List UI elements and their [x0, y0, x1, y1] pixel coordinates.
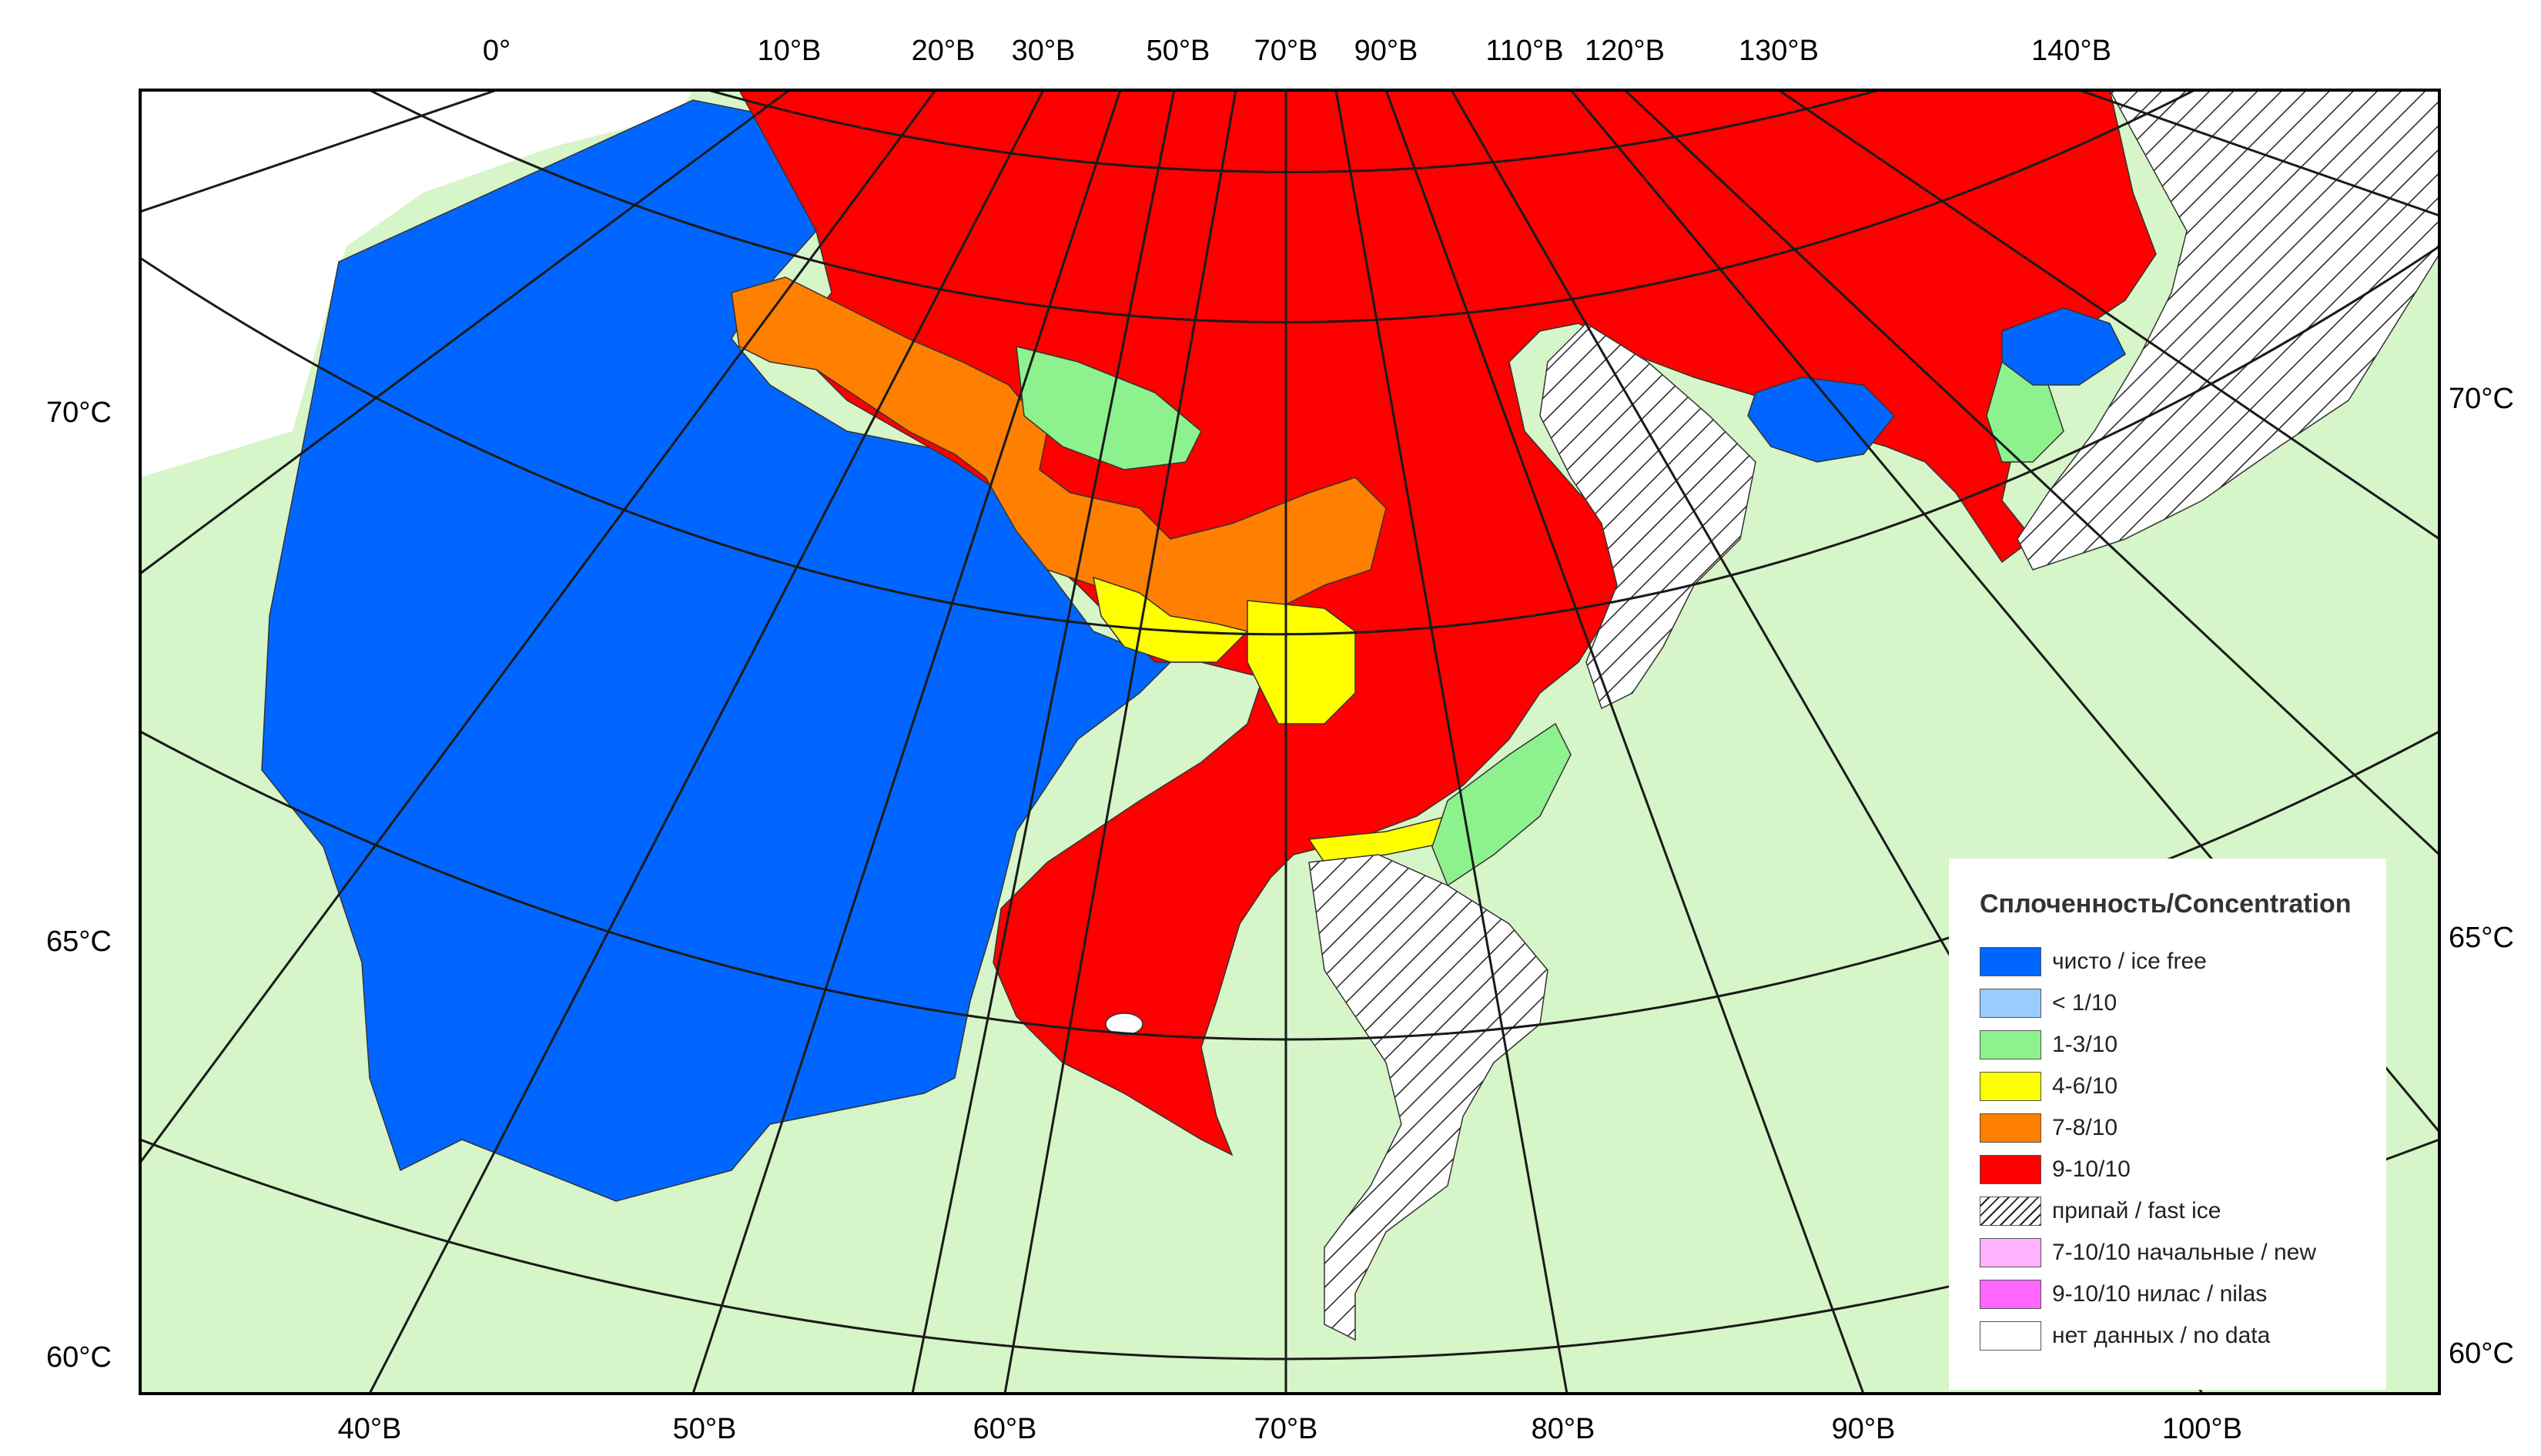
tick-label: 30°В	[1012, 35, 1076, 67]
legend-label: 7-8/10	[2052, 1115, 2118, 1140]
legend-label: 4-6/10	[2052, 1073, 2118, 1099]
tick-label: 100°В	[2162, 1413, 2242, 1445]
legend-item: 7-8/10	[1980, 1107, 2363, 1149]
legend-list: чисто / ice free < 1/10 1-3/10 4-6/10 7-8/10…	[1980, 941, 2363, 1357]
legend-item: 4-6/10	[1980, 1066, 2363, 1107]
legend-swatch	[1980, 1321, 2041, 1351]
ice-1-3-patch	[1016, 346, 1202, 470]
legend-swatch	[1980, 1238, 2041, 1267]
tick-label: 130°В	[1739, 35, 1819, 67]
fast-ice-area	[2017, 90, 2439, 571]
legend-label: припай / fast ice	[2052, 1198, 2221, 1223]
legend-swatch	[1980, 1030, 2041, 1059]
legend-label: 9-10/10 нилас / nilas	[2052, 1281, 2268, 1307]
tick-label: 65°С	[2449, 922, 2514, 954]
legend-swatch	[1980, 989, 2041, 1018]
legend-swatch	[1980, 1155, 2041, 1184]
ice-free-pocket-laptev	[2001, 307, 2126, 386]
ice-free-water	[261, 99, 1172, 1202]
legend-item: 9-10/10 нилас / nilas	[1980, 1274, 2363, 1315]
tick-label: 90°В	[1354, 35, 1418, 67]
legend-label: нет данных / no data	[2052, 1323, 2271, 1348]
tick-label: 90°В	[1832, 1413, 1896, 1445]
map-legend: Сплоченность/Concentration чисто / ice f…	[1949, 859, 2386, 1390]
legend-swatch	[1980, 947, 2041, 976]
ice-4-6-strip	[1093, 576, 1249, 663]
tick-label: 0°	[483, 35, 511, 67]
legend-swatch	[1980, 1072, 2041, 1101]
legend-item: 7-10/10 начальные / new	[1980, 1232, 2363, 1274]
bottom-axis: 40°В 50°В 60°В 70°В 80°В 90°В 100°В	[338, 1413, 2242, 1445]
right-axis: 70°С 65°С 60°С	[2449, 383, 2514, 1370]
legend-item: нет данных / no data	[1980, 1315, 2363, 1357]
tick-label: 110°В	[1485, 35, 1563, 67]
tick-label: 70°В	[1254, 1413, 1318, 1445]
tick-label: 20°В	[912, 35, 976, 67]
legend-item: припай / fast ice	[1980, 1190, 2363, 1232]
small-island	[1105, 1013, 1143, 1036]
legend-item: 1-3/10	[1980, 1024, 2363, 1066]
tick-label: 60°С	[2449, 1337, 2514, 1370]
tick-label: 10°В	[758, 35, 822, 67]
tick-label: 60°В	[973, 1413, 1037, 1445]
fast-ice-gulf	[1308, 854, 1548, 1341]
ice-4-6-patch	[1247, 600, 1356, 725]
fast-ice-kara	[1539, 323, 1756, 710]
ice-free-pocket-east	[1747, 377, 1896, 463]
legend-item: 9-10/10	[1980, 1149, 2363, 1190]
tick-label: 70°С	[2449, 383, 2514, 415]
tick-label: 70°В	[1254, 35, 1318, 67]
no-data-area	[140, 90, 693, 477]
legend-swatch	[1980, 1197, 2041, 1226]
ice-1-3-strip	[1431, 722, 1572, 887]
legend-label: < 1/10	[2052, 990, 2118, 1016]
map-frame	[139, 89, 2441, 1395]
tick-label: 140°В	[2031, 35, 2111, 67]
legend-label: 1-3/10	[2052, 1032, 2118, 1057]
tick-label: 120°В	[1585, 35, 1665, 67]
legend-item: < 1/10	[1980, 982, 2363, 1024]
legend-title: Сплоченность/Concentration	[1980, 889, 2352, 919]
legend-swatch	[1980, 1113, 2041, 1143]
legend-swatch	[1980, 1280, 2041, 1309]
legend-label: 7-10/10 начальные / new	[2052, 1240, 2316, 1265]
legend-label: 9-10/10	[2052, 1156, 2131, 1182]
ice-7-8-band	[731, 276, 1387, 648]
tick-label: 80°В	[1532, 1413, 1595, 1445]
left-axis: 70°С 65°С 60°С	[46, 397, 112, 1374]
tick-label: 65°С	[46, 925, 112, 958]
tick-label: 60°С	[46, 1341, 112, 1374]
tick-label: 70°С	[46, 397, 112, 429]
tick-label: 50°В	[673, 1413, 737, 1445]
tick-label: 50°В	[1147, 35, 1210, 67]
tick-label: 40°В	[338, 1413, 402, 1445]
top-axis: 0° 10°В 20°В 30°В 50°В 70°В 90°В 110°В 1…	[483, 35, 2111, 67]
legend-item: чисто / ice free	[1980, 941, 2363, 982]
legend-label: чисто / ice free	[2052, 949, 2207, 974]
